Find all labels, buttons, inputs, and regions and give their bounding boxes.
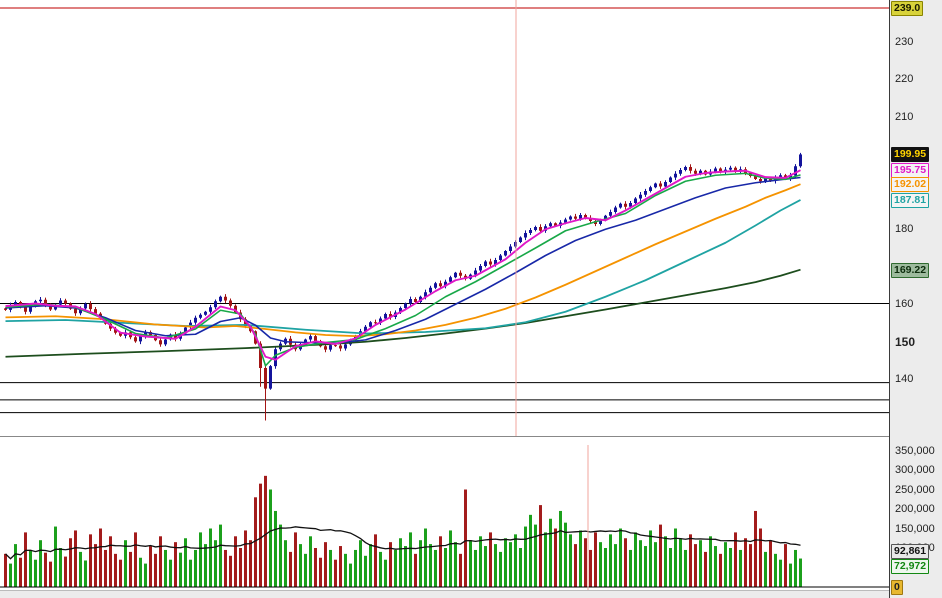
price-axis[interactable]: 230 220 210 180 160 150 140 350,000 300,… <box>889 0 942 598</box>
price-tick: 220 <box>895 73 914 86</box>
volume-tick: 250,000 <box>895 483 935 496</box>
volume-tick: 200,000 <box>895 503 935 515</box>
ma-magenta-value-badge: 195.75 <box>891 163 930 179</box>
ma-dark-green-slow <box>5 268 801 358</box>
volume-tick: 350,000 <box>895 444 935 457</box>
ma-magenta-fast <box>5 169 801 361</box>
alert-level-badge: 239.0 <box>891 1 924 16</box>
volume-chart-pane[interactable] <box>0 445 889 590</box>
volume-zero-badge: 0 <box>891 580 903 595</box>
price-tick: 150 <box>895 334 916 349</box>
candles-layer <box>4 152 802 421</box>
volume-tick: 150,000 <box>895 522 935 535</box>
ma-teal-value-badge: 187.81 <box>891 192 930 208</box>
bottom-strip <box>0 590 889 598</box>
ma-orange <box>5 183 801 338</box>
price-chart-pane[interactable] <box>0 0 889 437</box>
horizontal-level-lines <box>0 7 889 414</box>
ma-blue <box>5 176 801 345</box>
volume-tick: 300,000 <box>895 464 935 476</box>
price-tick: 180 <box>895 223 914 236</box>
last-price-badge: 199.95 <box>891 147 930 163</box>
ma-green <box>5 172 801 367</box>
price-tick: 230 <box>895 35 914 48</box>
ma-orange-value-badge: 192.02 <box>891 177 930 193</box>
volume-ma-line <box>5 526 801 560</box>
volume-ma-value-badge: 92,861 <box>891 543 930 559</box>
price-tick: 140 <box>895 373 914 386</box>
ma-darkgreen-value-badge: 169.22 <box>891 262 930 278</box>
price-tick: 160 <box>895 298 914 311</box>
price-tick: 210 <box>895 110 914 123</box>
moving-average-lines <box>5 169 801 367</box>
last-volume-badge: 72,972 <box>891 558 930 574</box>
volume-bars-layer <box>4 475 802 587</box>
ma-teal <box>5 199 801 335</box>
